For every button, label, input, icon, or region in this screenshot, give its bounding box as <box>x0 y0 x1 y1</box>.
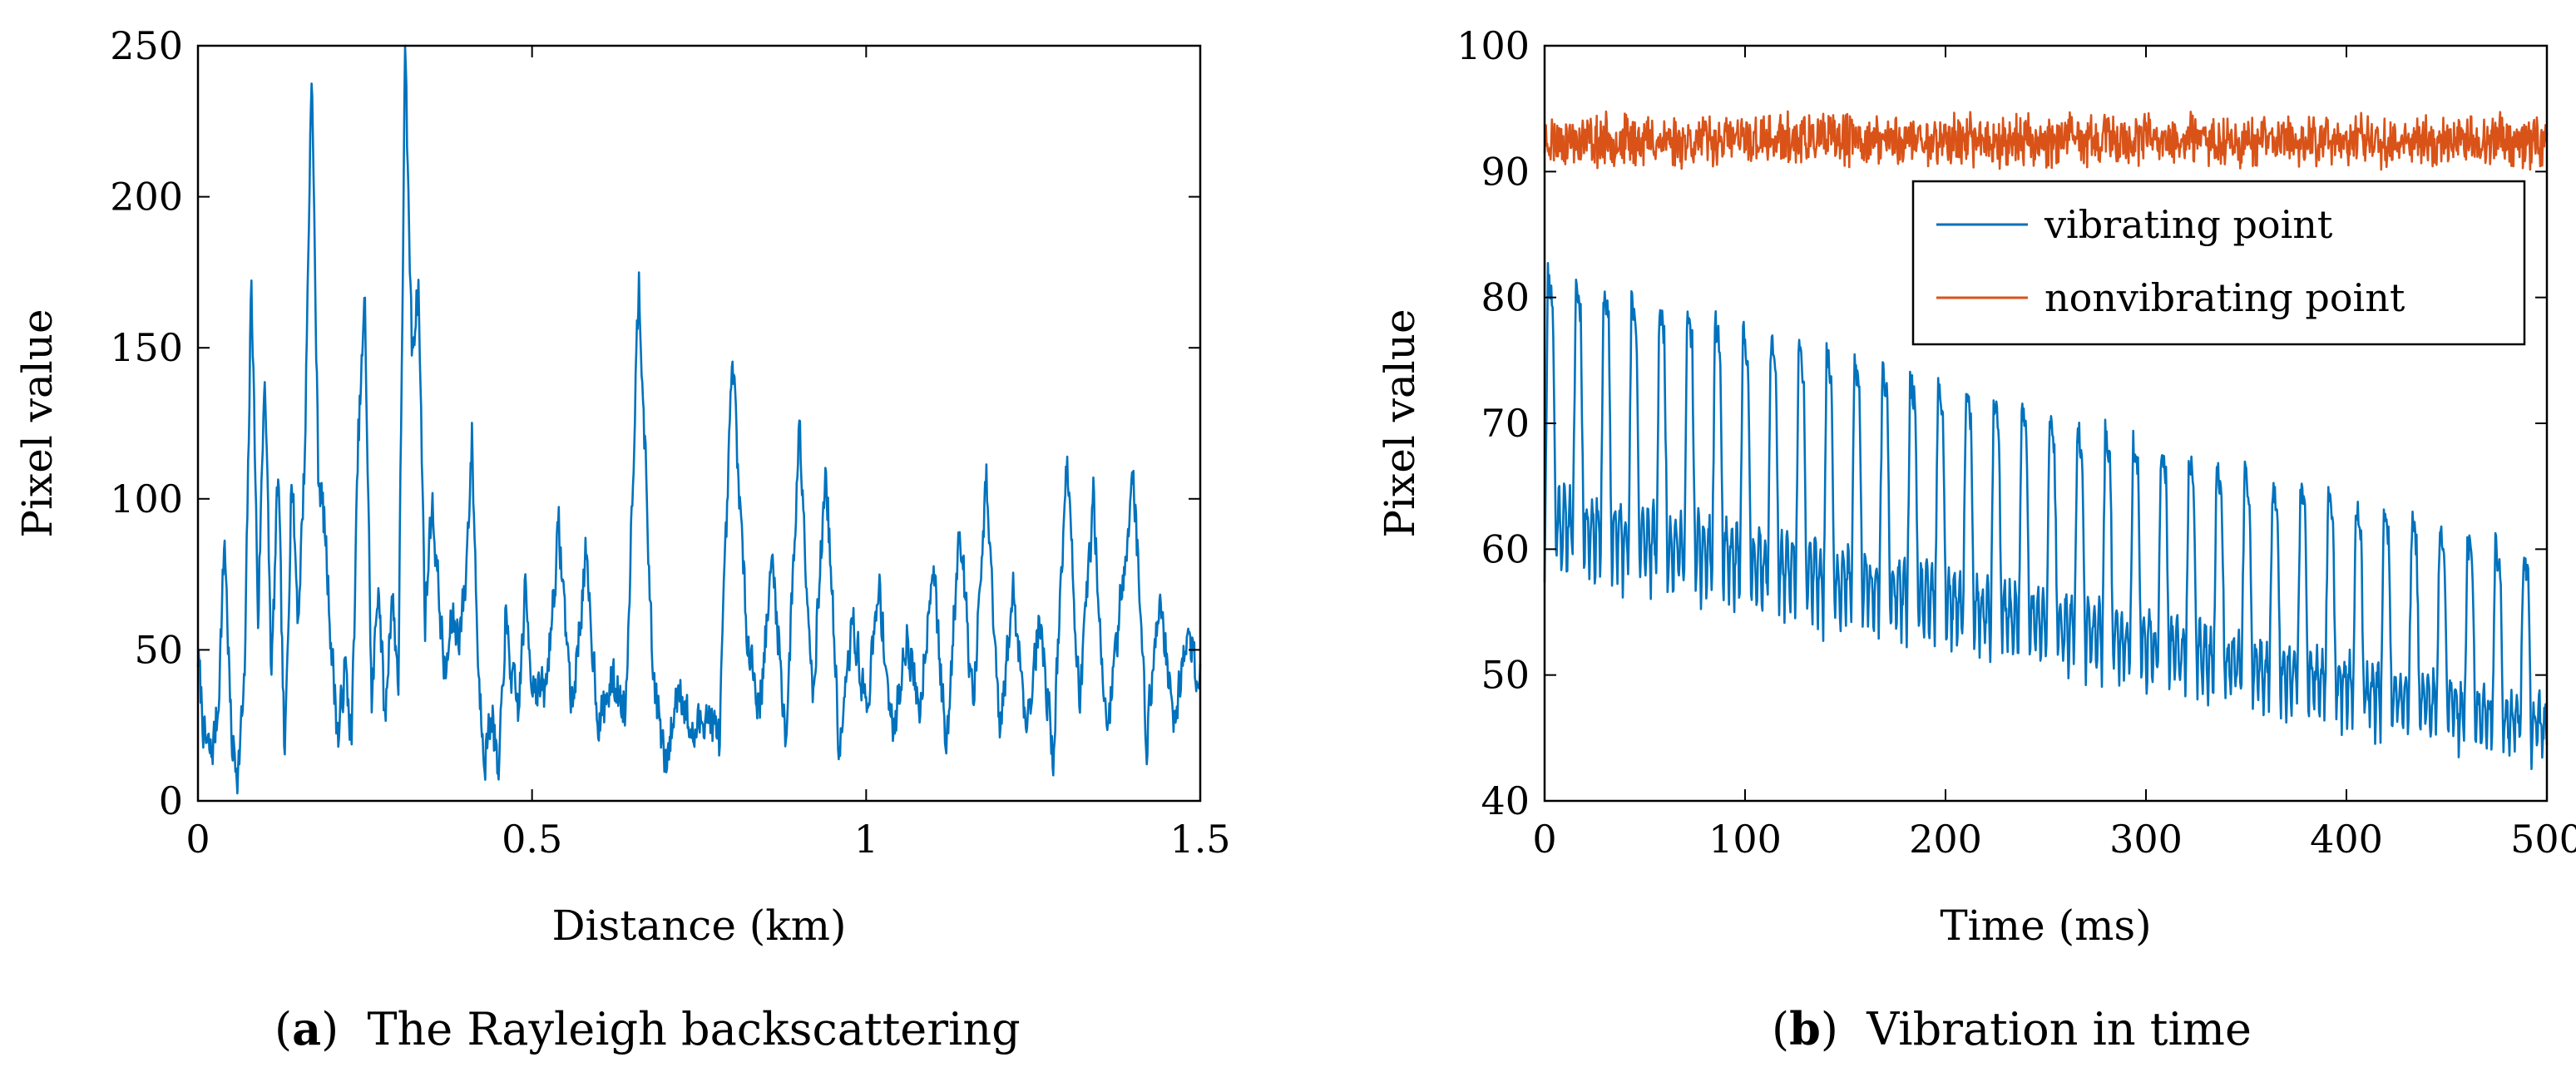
chart-b-legend: vibrating point nonvibrating point <box>1911 180 2526 346</box>
chart-rayleigh-backscattering: 0 0.5 1 1.5 0 50 100 150 200 250 Distance (km) Pixe… <box>13 23 1231 950</box>
chart-b-xtick-label: 300 <box>2109 817 2183 862</box>
chart-a-ytick-label: 150 <box>110 325 183 370</box>
chart-a-xlabel: Distance (km) <box>551 902 846 950</box>
chart-b-xtick-label: 200 <box>1909 817 1982 862</box>
chart-a-plot-frame <box>196 44 1202 803</box>
chart-a-ylabel: Pixel value <box>13 309 62 537</box>
caption-a: (a) The Rayleigh backscattering <box>274 1002 1021 1055</box>
chart-a-series-0 <box>196 44 1202 795</box>
legend-label-0: vibrating point <box>2044 202 2333 247</box>
caption-b: (b) Vibration in time <box>1772 1002 2252 1055</box>
chart-a-xtick-label: 1 <box>854 817 878 862</box>
chart-a-ytick-label: 0 <box>159 778 183 823</box>
chart-a-ytick-label: 100 <box>110 477 183 521</box>
chart-b-ytick-label: 100 <box>1456 23 1530 68</box>
caption-b-text: Vibration in time <box>1866 1003 2252 1055</box>
chart-a-ytick-label: 50 <box>134 627 183 672</box>
legend-box <box>1911 180 2526 346</box>
chart-b-ytick-label: 70 <box>1481 401 1530 446</box>
chart-b-ytick-label: 90 <box>1481 149 1530 194</box>
chart-a-xtick-label: 0 <box>185 817 210 862</box>
chart-b-ytick-label: 80 <box>1481 275 1530 320</box>
chart-a-xtick-label: 1.5 <box>1169 817 1230 862</box>
chart-b-ylabel: Pixel value <box>1376 309 1424 537</box>
caption-b-tag: b <box>1789 1002 1821 1055</box>
chart-b-series-1 <box>1543 110 2549 171</box>
chart-a-xtick-label: 0.5 <box>502 817 562 862</box>
chart-b-xlabel: Time (ms) <box>1940 902 2151 950</box>
chart-vibration-in-time: 0 100 200 300 400 500 40 50 60 70 80 90 100 Time (ms)… <box>1376 23 2576 950</box>
chart-a-ytick-label: 200 <box>110 175 183 220</box>
caption-a-tag: a <box>292 1002 322 1055</box>
chart-b-series-0 <box>1543 261 2549 771</box>
chart-b-ytick-label: 50 <box>1481 653 1530 698</box>
chart-b-xtick-label: 400 <box>2310 817 2383 862</box>
legend-label-1: nonvibrating point <box>2044 275 2405 320</box>
caption-a-text: The Rayleigh backscattering <box>367 1003 1021 1055</box>
chart-a-ytick-label: 250 <box>110 23 183 68</box>
chart-b-ytick-label: 40 <box>1481 778 1530 823</box>
chart-b-xtick-label: 0 <box>1532 817 1556 862</box>
chart-b-xtick-label: 500 <box>2510 817 2576 862</box>
chart-b-xtick-label: 100 <box>1708 817 1782 862</box>
chart-b-ytick-label: 60 <box>1481 526 1530 571</box>
